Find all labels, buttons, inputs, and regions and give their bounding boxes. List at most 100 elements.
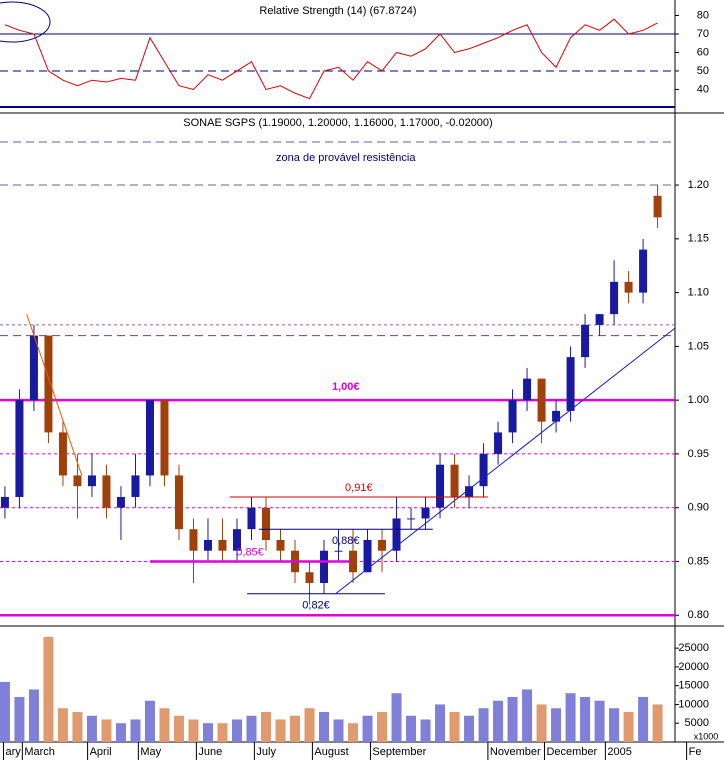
volume-bar (275, 719, 286, 742)
volume-bar (594, 700, 605, 742)
candle-body (450, 464, 459, 497)
candle-body (305, 572, 314, 583)
candle-body (0, 496, 9, 508)
y-tick-label: 80 (697, 9, 709, 21)
volume-bar (580, 696, 591, 742)
level-label: 0,88€ (332, 535, 360, 547)
candle-body (174, 475, 183, 530)
volume-bar (464, 715, 475, 742)
level-label: 0,82€ (302, 600, 330, 612)
y-tick-label: 0.90 (688, 502, 709, 514)
volume-bar (144, 700, 155, 742)
volume-bar (652, 704, 663, 742)
y-tick-label: 1.05 (688, 340, 709, 352)
y-tick-label: 0.80 (688, 609, 709, 621)
volume-bar (304, 708, 315, 742)
volume-bar (28, 689, 39, 742)
candle-body (523, 378, 532, 401)
y-tick-label: 1.15 (688, 233, 709, 245)
candle-body (232, 529, 241, 551)
y-tick-label: 0.95 (688, 448, 709, 460)
volume-bar (115, 723, 126, 742)
x-tick-label: May (140, 746, 161, 758)
candle-body (653, 195, 662, 218)
candle-body (436, 464, 445, 508)
highlight-ellipse (0, 1, 51, 43)
candle-body (595, 314, 604, 325)
candle-body (247, 507, 256, 530)
annotation: zona de provável resistência (276, 152, 416, 164)
volume-bar (493, 700, 504, 742)
candle-body (44, 335, 53, 433)
volume-bar (72, 711, 83, 742)
x-tick-label: August (314, 746, 348, 758)
volume-bar (623, 711, 634, 742)
candle-body (639, 249, 648, 293)
y-tick-label: 40 (697, 83, 709, 95)
y-tick-label: 0.85 (688, 555, 709, 567)
volume-bar (260, 711, 271, 742)
volume-bar (536, 704, 547, 742)
volume-bar (420, 719, 431, 742)
candle-body (15, 400, 24, 497)
candle-body (581, 324, 590, 358)
y-tick-label: 5000 (685, 717, 709, 729)
x-tick-label: November (490, 746, 541, 758)
candle-body (508, 400, 517, 433)
trend-line (335, 327, 676, 595)
x-tick-label: September (372, 746, 426, 758)
volume-bar (43, 636, 54, 742)
candle-body (218, 539, 227, 551)
volume-bar (0, 681, 10, 742)
volume-bar (290, 715, 301, 742)
candle-body (160, 400, 169, 476)
chart-title: SONAE SGPS (1.19000, 1.20000, 1.16000, 1… (183, 117, 492, 129)
volume-bar (609, 708, 620, 742)
candle-body (189, 529, 198, 551)
x-tick-label: July (256, 746, 276, 758)
volume-bar (391, 693, 402, 742)
volume-bar (188, 719, 199, 742)
candle-body (552, 410, 561, 422)
y-tick-label: 1.10 (688, 287, 709, 299)
volume-bar (449, 711, 460, 742)
volume-bar (638, 696, 649, 742)
y-tick-label: 50 (697, 65, 709, 77)
volume-bar (362, 715, 373, 742)
volume-bar (202, 723, 213, 742)
annotation: 1,00€ (332, 381, 360, 393)
candle-body (566, 357, 575, 411)
volume-bar (348, 723, 359, 742)
y-tick-label: 70 (697, 28, 709, 40)
candle-body (131, 475, 140, 497)
volume-bar (522, 689, 533, 742)
unit-label: x1000 (694, 731, 719, 741)
candle-body (261, 507, 270, 540)
candle-body (116, 496, 125, 508)
candle-body (349, 550, 358, 573)
candle-body (145, 400, 154, 476)
candle-body (58, 432, 67, 476)
x-tick-label: December (546, 746, 597, 758)
x-tick-label: ary (5, 746, 21, 758)
candle-body (87, 475, 96, 487)
volume-bar (173, 715, 184, 742)
candle-body (334, 550, 343, 552)
volume-bar (406, 715, 417, 742)
level-label: 0,85€ (236, 546, 264, 558)
y-tick-label: 15000 (678, 680, 709, 692)
y-tick-label: 25000 (678, 642, 709, 654)
candle-body (363, 539, 372, 573)
volume-bar (435, 704, 446, 742)
volume-bar (86, 715, 97, 742)
x-tick-label: Fe (689, 746, 702, 758)
candle-body (465, 486, 474, 497)
candle-body (276, 539, 285, 551)
y-tick-label: 1.20 (688, 179, 709, 191)
candle-body (102, 475, 111, 508)
volume-bar (14, 696, 25, 742)
x-tick-label: April (90, 746, 112, 758)
volume-bar (507, 696, 518, 742)
y-tick-label: 20000 (678, 661, 709, 673)
